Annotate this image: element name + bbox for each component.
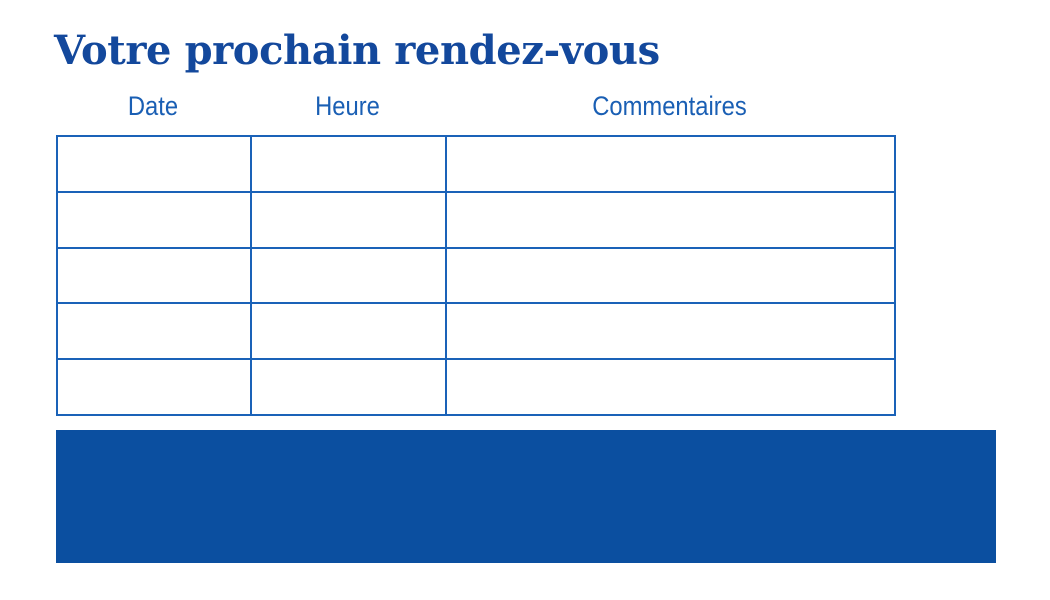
cell-date[interactable] bbox=[56, 246, 252, 305]
table-row bbox=[56, 246, 896, 305]
table-row bbox=[56, 190, 896, 249]
table-row bbox=[56, 358, 896, 416]
notes-area[interactable] bbox=[56, 430, 996, 563]
appointment-table bbox=[56, 135, 896, 416]
page-title: Votre prochain rendez-vous bbox=[54, 27, 660, 74]
table-row bbox=[56, 135, 896, 193]
cell-heure[interactable] bbox=[250, 246, 447, 305]
cell-date[interactable] bbox=[56, 302, 252, 361]
table-row bbox=[56, 302, 896, 361]
table-column-headers: Date Heure Commentaires bbox=[56, 90, 894, 124]
appointment-table-body bbox=[56, 135, 896, 416]
cell-date[interactable] bbox=[56, 135, 252, 193]
cell-date[interactable] bbox=[56, 358, 252, 416]
cell-commentaires[interactable] bbox=[445, 190, 896, 249]
column-header-commentaires: Commentaires bbox=[592, 91, 747, 121]
cell-heure[interactable] bbox=[250, 190, 447, 249]
column-header-date: Date bbox=[127, 91, 179, 121]
cell-heure[interactable] bbox=[250, 358, 447, 416]
cell-heure[interactable] bbox=[250, 302, 447, 361]
cell-commentaires[interactable] bbox=[445, 302, 896, 361]
cell-heure[interactable] bbox=[250, 135, 447, 193]
cell-commentaires[interactable] bbox=[445, 246, 896, 305]
cell-commentaires[interactable] bbox=[445, 358, 896, 416]
column-header-heure: Heure bbox=[315, 91, 380, 121]
cell-date[interactable] bbox=[56, 190, 252, 249]
cell-commentaires[interactable] bbox=[445, 135, 896, 193]
